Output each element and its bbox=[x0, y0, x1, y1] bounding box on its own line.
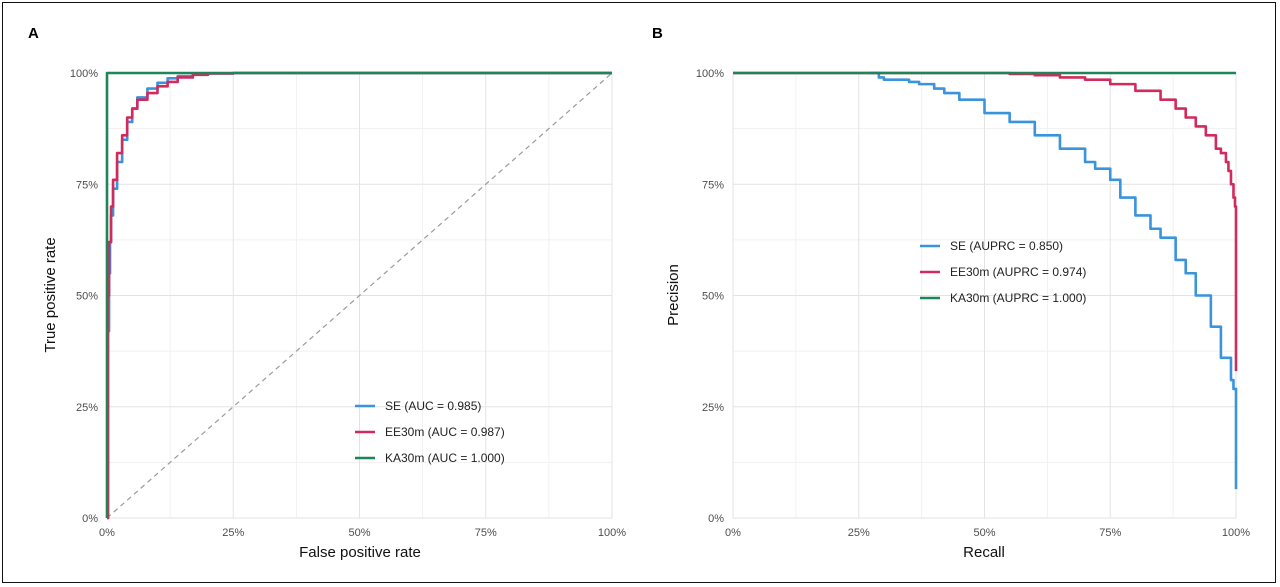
y-tick-label: 75% bbox=[76, 179, 98, 191]
x-tick-label: 50% bbox=[973, 527, 995, 539]
y-tick-label: 100% bbox=[70, 68, 98, 80]
series-line-ee30m bbox=[106, 71, 612, 520]
y-tick-label: 25% bbox=[76, 402, 98, 414]
panel-b-x-ticks: 0% 25% 50% 75% 100% bbox=[725, 527, 1250, 539]
panel-a-diagonal bbox=[106, 72, 613, 519]
x-tick-label: 0% bbox=[99, 527, 115, 539]
y-tick-label: 75% bbox=[702, 179, 724, 191]
series-line-ka30m bbox=[105, 71, 612, 518]
panel-b-y-ticks: 0% 25% 50% 75% 100% bbox=[696, 68, 724, 525]
panel-b-y-axis-label: Precision bbox=[665, 264, 682, 326]
x-tick-label: 25% bbox=[848, 527, 870, 539]
y-tick-label: 50% bbox=[76, 291, 98, 303]
x-tick-label: 75% bbox=[1099, 527, 1121, 539]
x-tick-label: 100% bbox=[1222, 527, 1250, 539]
x-tick-label: 100% bbox=[598, 527, 626, 539]
panel-b-tag: B bbox=[652, 25, 663, 42]
x-tick-label: 50% bbox=[348, 527, 370, 539]
panel-b-series bbox=[733, 71, 1238, 490]
legend-label-ka30m: KA30m (AUPRC = 1.000) bbox=[950, 291, 1086, 305]
legend-label-se: SE (AUPRC = 0.850) bbox=[950, 239, 1063, 253]
x-tick-label: 25% bbox=[222, 527, 244, 539]
y-tick-label: 100% bbox=[696, 68, 724, 80]
x-tick-label: 75% bbox=[475, 527, 497, 539]
panel-a-y-ticks: 0% 25% 50% 75% 100% bbox=[70, 68, 98, 525]
series-line-se bbox=[868, 71, 1238, 490]
legend-label-ee30m: EE30m (AUC = 0.987) bbox=[385, 425, 505, 439]
panel-a-legend: SE (AUC = 0.985) EE30m (AUC = 0.987) KA30m… bbox=[355, 399, 505, 465]
y-tick-label: 0% bbox=[708, 513, 724, 525]
legend-label-ka30m: KA30m (AUC = 1.000) bbox=[385, 451, 505, 465]
panel-a-series bbox=[105, 71, 612, 520]
legend-label-ee30m: EE30m (AUPRC = 0.974) bbox=[950, 265, 1086, 279]
series-line-ee30m bbox=[733, 71, 1238, 372]
panel-a-y-axis-label: True positive rate bbox=[42, 237, 59, 352]
panel-a: A 0% 25% 50% 75% 100% 0% 25% 50% 75% 100% False … bbox=[28, 25, 626, 561]
panel-b-legend: SE (AUPRC = 0.850) EE30m (AUPRC = 0.974) K… bbox=[920, 239, 1086, 305]
x-tick-label: 0% bbox=[725, 527, 741, 539]
panel-b-x-axis-label: Recall bbox=[963, 544, 1005, 561]
y-tick-label: 25% bbox=[702, 402, 724, 414]
legend-label-se: SE (AUC = 0.985) bbox=[385, 399, 481, 413]
y-tick-label: 0% bbox=[82, 513, 98, 525]
panel-a-tag: A bbox=[28, 25, 39, 42]
panel-b: B 0% 25% 50% 75% 100% 0% 25% 50% 75% 100% Recall… bbox=[652, 25, 1250, 561]
panel-a-x-axis-label: False positive rate bbox=[299, 544, 421, 561]
y-tick-label: 50% bbox=[702, 291, 724, 303]
panel-a-x-ticks: 0% 25% 50% 75% 100% bbox=[99, 527, 626, 539]
